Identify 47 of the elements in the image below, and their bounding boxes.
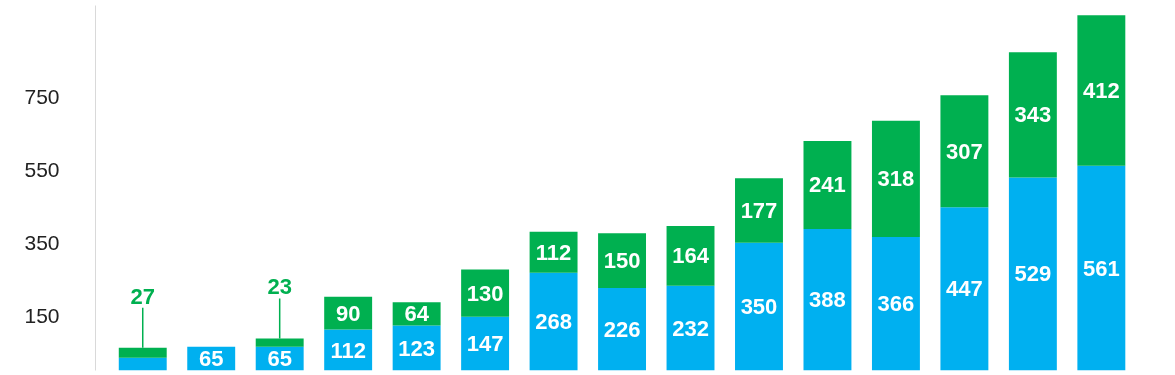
bar <box>871 120 920 237</box>
data-label: 350 <box>740 294 778 320</box>
data-label: 412 <box>1082 78 1120 104</box>
data-label: 307 <box>946 138 983 164</box>
data-label: 65 <box>198 346 224 372</box>
bar <box>1077 165 1126 371</box>
bar <box>1008 52 1057 178</box>
data-label: 27 <box>130 283 155 309</box>
bar <box>803 228 852 371</box>
data-label: 241 <box>809 172 846 198</box>
data-label: 164 <box>672 243 710 269</box>
data-label: 268 <box>535 309 572 335</box>
y-tick-label: 550 <box>24 157 60 181</box>
bar <box>735 178 783 243</box>
bar <box>803 140 852 229</box>
bar <box>940 207 989 371</box>
data-label: 388 <box>809 287 846 313</box>
bar <box>735 242 783 371</box>
y-tick-label: 150 <box>24 303 60 327</box>
bar <box>118 357 167 371</box>
y-tick-label: 750 <box>24 84 60 108</box>
bar <box>940 95 989 208</box>
data-label: 226 <box>603 316 641 342</box>
data-label: 343 <box>1014 102 1052 128</box>
data-label: 147 <box>466 331 504 357</box>
data-label: 112 <box>330 337 366 363</box>
data-label: 318 <box>877 166 915 192</box>
data-label: 177 <box>740 197 778 223</box>
data-label: 90 <box>335 300 361 326</box>
bar <box>598 288 647 371</box>
data-label: 366 <box>877 291 915 317</box>
data-label: 529 <box>1014 261 1052 287</box>
bar <box>529 272 578 371</box>
y-tick-label: 350 <box>24 230 60 254</box>
data-label: 65 <box>267 346 292 372</box>
data-label: 150 <box>603 248 641 274</box>
data-label: 232 <box>672 315 709 341</box>
bar <box>871 236 920 371</box>
data-label: 23 <box>267 274 292 300</box>
data-label: 561 <box>1082 255 1120 281</box>
data-label: 130 <box>466 280 504 306</box>
data-label: 447 <box>946 276 983 302</box>
bar <box>1008 177 1057 371</box>
data-label: 112 <box>535 239 572 265</box>
bar <box>1077 15 1126 166</box>
data-label: 123 <box>398 335 435 361</box>
data-label: 64 <box>404 301 430 327</box>
